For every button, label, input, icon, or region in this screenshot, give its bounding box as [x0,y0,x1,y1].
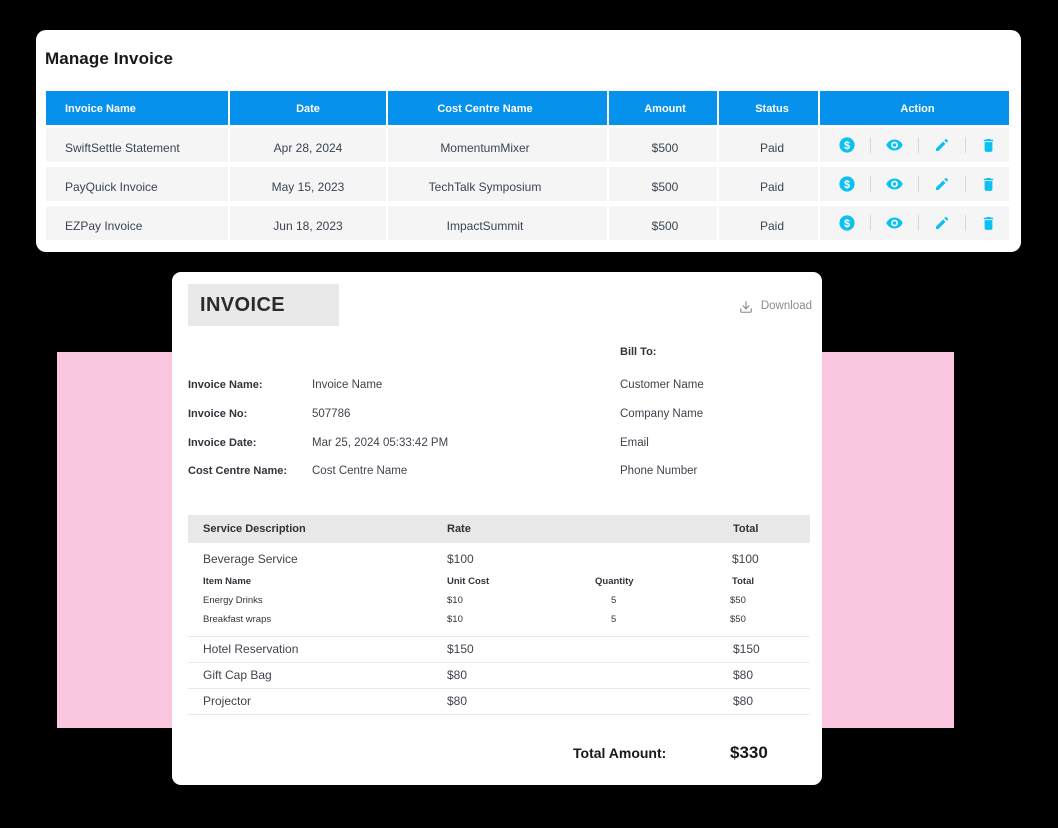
svg-text:$: $ [844,140,850,152]
svg-text:$: $ [844,218,850,230]
svg-text:$: $ [844,179,850,191]
